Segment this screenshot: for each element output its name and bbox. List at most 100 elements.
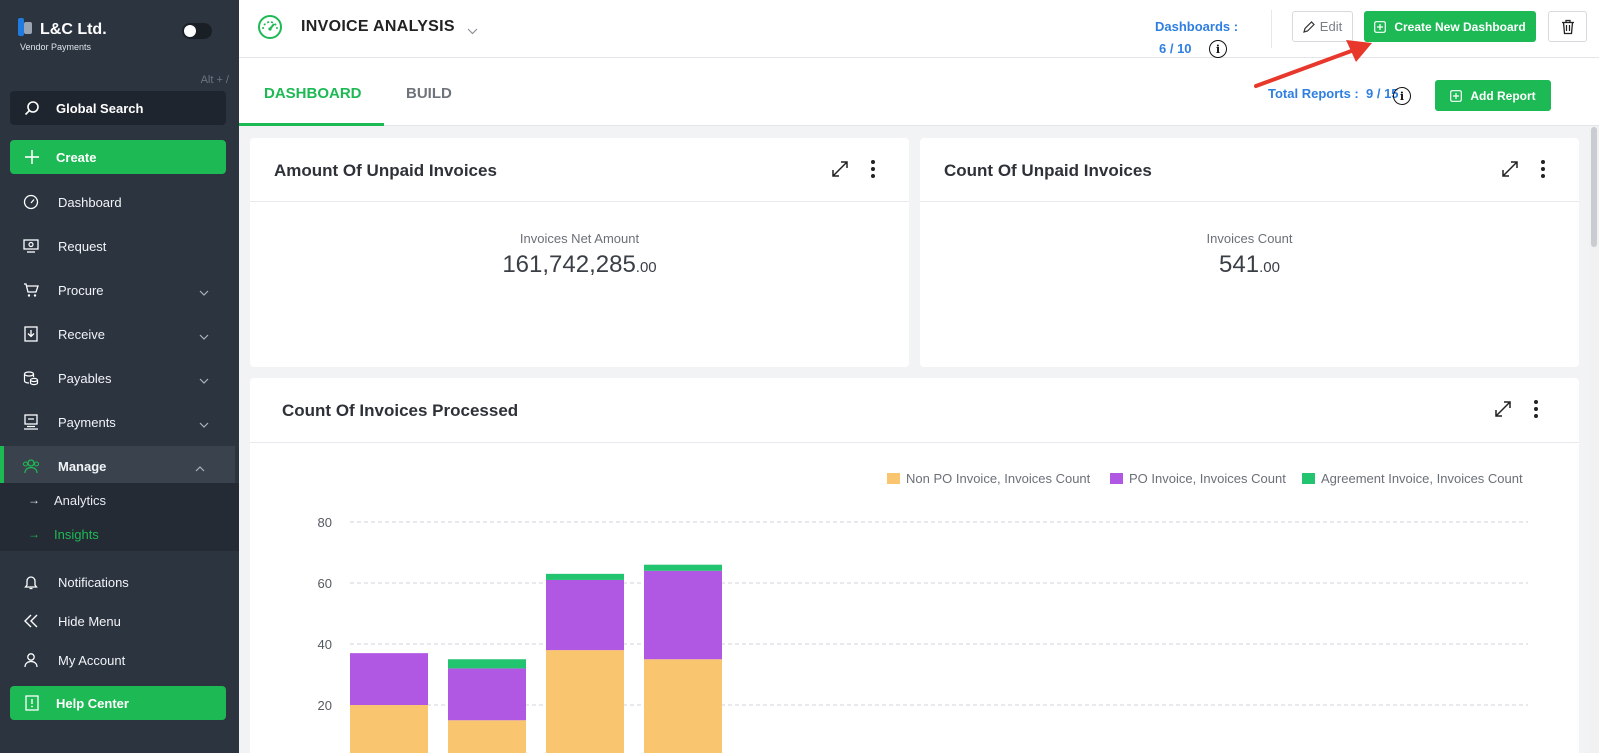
kpi-label: Invoices Net Amount bbox=[519, 231, 640, 246]
chevron-down-icon bbox=[199, 416, 209, 431]
chevron-down-icon bbox=[199, 284, 209, 299]
more-options-icon[interactable] bbox=[1540, 160, 1546, 178]
card-header: Count Of Unpaid Invoices bbox=[920, 138, 1579, 202]
plus-square-icon bbox=[1450, 89, 1463, 102]
expand-icon[interactable] bbox=[1502, 161, 1518, 182]
bar-segment[interactable] bbox=[448, 720, 526, 753]
total-reports-text: Total Reports : bbox=[1268, 86, 1359, 101]
brand-subtitle: Vendor Payments bbox=[20, 42, 92, 52]
card-title: Count Of Invoices Processed bbox=[282, 401, 519, 420]
dashboards-count-value: 6 / 10 bbox=[1159, 41, 1192, 56]
bell-icon bbox=[22, 574, 40, 590]
request-icon bbox=[22, 238, 40, 254]
kpi-label: Invoices Count bbox=[1206, 231, 1293, 246]
top-bar: INVOICE ANALYSIS Dashboards : 6 / 10 i E… bbox=[239, 0, 1599, 58]
sidebar-item-my-account[interactable]: My Account bbox=[0, 640, 239, 680]
sidebar-subitem-insights[interactable]: → Insights bbox=[0, 517, 239, 551]
chevron-up-icon bbox=[195, 460, 205, 475]
legend-item[interactable]: Agreement Invoice, Invoices Count bbox=[1302, 471, 1523, 486]
legend-item[interactable]: Non PO Invoice, Invoices Count bbox=[887, 471, 1090, 486]
total-reports-label: Total Reports : 9 / 15 bbox=[1268, 86, 1399, 101]
dashboards-count-label: Dashboards : bbox=[1155, 19, 1239, 34]
create-new-dashboard-label: Create New Dashboard bbox=[1394, 19, 1526, 34]
create-new-dashboard-button[interactable]: Create New Dashboard bbox=[1364, 11, 1536, 42]
legend-swatch bbox=[887, 473, 900, 484]
legend-label: PO Invoice, Invoices Count bbox=[1129, 471, 1286, 486]
pencil-icon bbox=[1302, 20, 1315, 33]
tab-dashboard[interactable]: DASHBOARD bbox=[264, 85, 362, 102]
bar-segment[interactable] bbox=[644, 570, 722, 660]
y-tick-label: 80 bbox=[318, 515, 332, 530]
annotation-arrow bbox=[1254, 40, 1372, 88]
y-tick-label: 60 bbox=[318, 576, 332, 591]
bar-segment[interactable] bbox=[644, 564, 722, 571]
bar-segment[interactable] bbox=[350, 705, 428, 753]
arrow-right-icon: → bbox=[28, 493, 40, 507]
brand[interactable]: L&C Ltd. bbox=[18, 16, 107, 39]
more-options-icon[interactable] bbox=[870, 160, 876, 178]
sidebar-subitem-analytics[interactable]: → Analytics bbox=[0, 483, 239, 517]
help-icon bbox=[24, 695, 40, 711]
page-title: INVOICE ANALYSIS bbox=[301, 18, 455, 35]
sidebar-subitem-label: Analytics bbox=[54, 492, 107, 508]
trash-icon bbox=[1561, 19, 1574, 34]
sidebar-item-payments[interactable]: Payments bbox=[0, 402, 239, 442]
scrollbar[interactable] bbox=[1589, 127, 1599, 753]
legend-swatch bbox=[1302, 473, 1315, 484]
legend-item[interactable]: PO Invoice, Invoices Count bbox=[1110, 471, 1286, 486]
theme-toggle[interactable] bbox=[182, 23, 212, 39]
info-icon[interactable]: i bbox=[1393, 87, 1411, 105]
sidebar-subitem-label: Insights bbox=[54, 526, 99, 542]
delete-dashboard-button[interactable] bbox=[1548, 11, 1587, 42]
scrollbar-thumb[interactable] bbox=[1591, 127, 1597, 247]
plus-icon bbox=[24, 150, 40, 164]
sidebar-item-payables[interactable]: Payables bbox=[0, 358, 239, 398]
expand-icon[interactable] bbox=[832, 161, 848, 182]
brand-name: L&C Ltd. bbox=[40, 21, 107, 38]
expand-icon[interactable] bbox=[1495, 401, 1511, 422]
more-options-icon[interactable] bbox=[1533, 400, 1539, 418]
legend-label: Non PO Invoice, Invoices Count bbox=[906, 471, 1091, 486]
dashboard-select-chevron-icon[interactable] bbox=[467, 22, 478, 40]
double-chevron-left-icon bbox=[22, 614, 40, 628]
sidebar-item-receive[interactable]: Receive bbox=[0, 314, 239, 354]
sidebar: L&C Ltd. Vendor Payments Alt + / Global … bbox=[0, 0, 239, 753]
chevron-down-icon bbox=[199, 372, 209, 387]
edit-label: Edit bbox=[1319, 19, 1343, 34]
sidebar-item-manage[interactable]: Manage bbox=[0, 446, 235, 486]
gauge-icon bbox=[257, 14, 283, 45]
sidebar-item-label: My Account bbox=[58, 652, 126, 668]
create-button[interactable]: Create bbox=[10, 140, 226, 174]
coins-icon bbox=[22, 370, 40, 386]
help-center-label: Help Center bbox=[56, 695, 129, 711]
card-title: Count Of Unpaid Invoices bbox=[944, 161, 1152, 180]
sidebar-item-label: Procure bbox=[58, 282, 104, 298]
global-search-button[interactable]: Global Search bbox=[10, 91, 226, 125]
bar-segment[interactable] bbox=[644, 659, 722, 753]
cart-icon bbox=[22, 282, 40, 298]
search-shortcut-hint: Alt + / bbox=[200, 74, 229, 86]
sidebar-item-procure[interactable]: Procure bbox=[0, 270, 239, 310]
card-unpaid-count: Count Of Unpaid Invoices Invoices Count … bbox=[920, 138, 1579, 367]
info-icon[interactable]: i bbox=[1209, 40, 1227, 58]
add-report-button[interactable]: Add Report bbox=[1435, 80, 1551, 111]
tab-build[interactable]: BUILD bbox=[406, 85, 452, 102]
y-tick-label: 20 bbox=[318, 698, 332, 713]
kpi-value: 541.00 bbox=[920, 251, 1579, 279]
bar-segment[interactable] bbox=[546, 579, 624, 651]
bar-segment[interactable] bbox=[546, 573, 624, 580]
help-center-button[interactable]: Help Center bbox=[10, 686, 226, 720]
edit-button[interactable]: Edit bbox=[1292, 11, 1353, 42]
sidebar-item-notifications[interactable]: Notifications bbox=[0, 562, 239, 602]
total-reports-value: 9 / 15 bbox=[1366, 86, 1399, 101]
bar-segment[interactable] bbox=[448, 659, 526, 669]
sidebar-item-dashboard[interactable]: Dashboard bbox=[0, 182, 239, 222]
bar-segment[interactable] bbox=[448, 668, 526, 721]
hide-menu-button[interactable]: Hide Menu bbox=[0, 601, 239, 641]
kpi-value-decimal: .00 bbox=[635, 259, 657, 276]
sidebar-item-request[interactable]: Request bbox=[0, 226, 239, 266]
bar-segment[interactable] bbox=[350, 653, 428, 705]
bar-segment[interactable] bbox=[546, 650, 624, 753]
create-label: Create bbox=[56, 149, 97, 165]
sidebar-item-label: Notifications bbox=[58, 574, 129, 590]
